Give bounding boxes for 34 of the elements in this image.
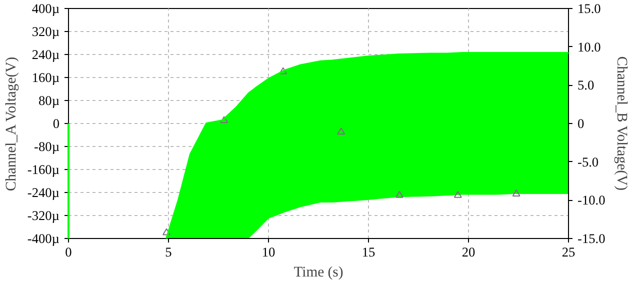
y-tick-label: 400µ bbox=[32, 1, 60, 16]
y-tick-label: -400µ bbox=[27, 231, 60, 246]
y-tick-label: 320µ bbox=[32, 24, 60, 39]
x-tick-label: 5 bbox=[165, 244, 172, 260]
x-tick-label: 25 bbox=[562, 244, 576, 260]
y-tick-label: -160µ bbox=[27, 162, 60, 177]
y2-tick-label: -15.0 bbox=[578, 231, 606, 246]
y2-tick-label: 10.0 bbox=[578, 39, 602, 54]
y2-tick-label: -10.0 bbox=[578, 192, 606, 208]
point bbox=[454, 190, 462, 198]
y-tick-label: -240µ bbox=[27, 185, 60, 200]
point bbox=[279, 67, 288, 74]
point bbox=[396, 190, 404, 198]
y2-axis-title: Channel_B Voltage(V) bbox=[613, 56, 630, 191]
x-tick-label: 20 bbox=[462, 244, 476, 260]
y2-tick-label: 5.0 bbox=[578, 78, 594, 93]
y2-tick-label: -5.0 bbox=[578, 154, 599, 170]
y-tick-label: 80µ bbox=[38, 93, 60, 108]
point bbox=[337, 128, 346, 135]
x-axis-title: Time (s) bbox=[294, 264, 344, 280]
y-tick-label: 160µ bbox=[32, 70, 60, 85]
point bbox=[512, 189, 520, 196]
y-tick-label: 240µ bbox=[32, 47, 60, 62]
y-tick-label: -320µ bbox=[27, 208, 60, 223]
point bbox=[162, 228, 170, 236]
y-tick-label: -80µ bbox=[34, 139, 60, 154]
y2-tick-label: 0 bbox=[578, 116, 584, 131]
x-tick-label: 15 bbox=[362, 244, 376, 260]
point bbox=[220, 116, 228, 124]
y-tick-label: 0 bbox=[52, 116, 60, 131]
y-axis-title: Channel_A Voltage(V) bbox=[3, 56, 20, 192]
x-tick-label: 10 bbox=[262, 244, 276, 260]
y2-tick-label: 15.0 bbox=[578, 1, 602, 16]
x-tick-label: 0 bbox=[65, 244, 72, 260]
